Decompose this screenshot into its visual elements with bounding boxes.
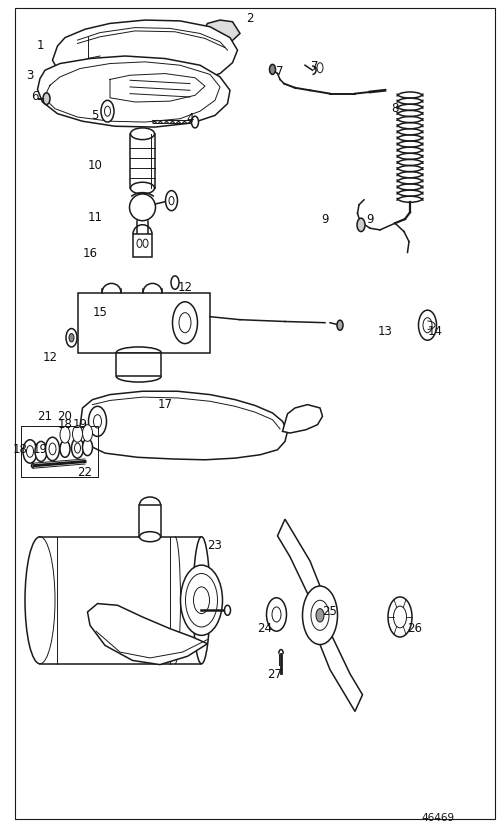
Circle shape — [82, 425, 92, 441]
Text: 19: 19 — [72, 418, 88, 431]
Polygon shape — [52, 20, 238, 85]
Polygon shape — [88, 604, 208, 665]
Circle shape — [272, 607, 281, 622]
Circle shape — [186, 573, 218, 627]
Circle shape — [266, 598, 286, 631]
Ellipse shape — [130, 194, 156, 221]
Text: 3: 3 — [26, 69, 34, 82]
Text: 1: 1 — [36, 39, 44, 53]
Polygon shape — [78, 293, 210, 353]
Circle shape — [192, 116, 198, 128]
Text: 23: 23 — [208, 538, 222, 552]
Text: 19: 19 — [32, 443, 48, 456]
Circle shape — [104, 106, 110, 116]
Circle shape — [69, 334, 74, 342]
Text: 13: 13 — [378, 324, 392, 338]
Circle shape — [224, 605, 230, 615]
Circle shape — [72, 426, 83, 442]
Circle shape — [179, 313, 191, 333]
Circle shape — [169, 196, 174, 205]
Text: 10: 10 — [88, 159, 102, 172]
Ellipse shape — [140, 532, 160, 542]
Text: 7: 7 — [311, 60, 319, 74]
Polygon shape — [278, 519, 325, 599]
Circle shape — [302, 586, 338, 645]
Text: 16: 16 — [82, 247, 98, 260]
Text: 9: 9 — [366, 212, 374, 226]
Polygon shape — [282, 405, 323, 433]
Circle shape — [101, 100, 114, 122]
Circle shape — [88, 406, 106, 436]
Circle shape — [60, 426, 70, 443]
Ellipse shape — [193, 537, 210, 664]
Text: 27: 27 — [268, 668, 282, 681]
Circle shape — [26, 446, 34, 457]
Circle shape — [394, 606, 406, 628]
Text: 9: 9 — [321, 212, 329, 226]
Polygon shape — [202, 20, 240, 45]
Polygon shape — [315, 632, 362, 711]
Text: 18: 18 — [12, 443, 28, 456]
Text: 26: 26 — [408, 622, 422, 635]
Circle shape — [388, 597, 412, 637]
Circle shape — [35, 441, 47, 461]
Text: 12: 12 — [178, 281, 192, 294]
Text: 8: 8 — [392, 102, 398, 115]
Ellipse shape — [130, 182, 154, 194]
Text: 7: 7 — [276, 64, 284, 78]
Polygon shape — [38, 56, 230, 127]
Polygon shape — [133, 234, 152, 257]
Circle shape — [60, 441, 70, 457]
Circle shape — [46, 437, 60, 461]
Circle shape — [23, 440, 37, 463]
Circle shape — [94, 415, 102, 428]
Circle shape — [194, 587, 210, 614]
Circle shape — [270, 64, 276, 74]
Circle shape — [357, 218, 365, 232]
Text: 22: 22 — [78, 466, 92, 479]
Circle shape — [172, 302, 198, 344]
Text: 15: 15 — [92, 306, 108, 319]
Circle shape — [337, 320, 343, 330]
Text: 25: 25 — [322, 605, 338, 619]
Circle shape — [418, 310, 436, 340]
Circle shape — [49, 443, 56, 455]
Text: 4: 4 — [186, 112, 194, 125]
Circle shape — [180, 565, 222, 635]
Text: 2: 2 — [246, 12, 254, 25]
Circle shape — [166, 191, 177, 211]
Circle shape — [66, 329, 77, 347]
Circle shape — [311, 600, 329, 630]
Text: 46469: 46469 — [421, 813, 454, 823]
Circle shape — [137, 239, 142, 247]
Text: 24: 24 — [258, 622, 272, 635]
Circle shape — [82, 439, 92, 456]
Circle shape — [143, 239, 148, 247]
Circle shape — [316, 609, 324, 622]
Text: 5: 5 — [92, 109, 98, 122]
Ellipse shape — [130, 128, 154, 140]
Text: 14: 14 — [428, 324, 442, 338]
Circle shape — [43, 93, 50, 104]
Polygon shape — [116, 353, 161, 376]
Text: 17: 17 — [158, 398, 172, 411]
Text: 11: 11 — [88, 211, 102, 224]
Circle shape — [423, 318, 432, 333]
Text: 21: 21 — [38, 410, 52, 423]
Circle shape — [72, 438, 84, 458]
Text: 20: 20 — [58, 410, 72, 423]
Circle shape — [317, 63, 323, 73]
Polygon shape — [140, 505, 160, 537]
Text: 18: 18 — [58, 418, 72, 431]
Text: 6: 6 — [31, 89, 39, 103]
Circle shape — [171, 276, 179, 289]
Text: 12: 12 — [42, 351, 58, 364]
Polygon shape — [80, 391, 288, 460]
Circle shape — [74, 443, 80, 453]
